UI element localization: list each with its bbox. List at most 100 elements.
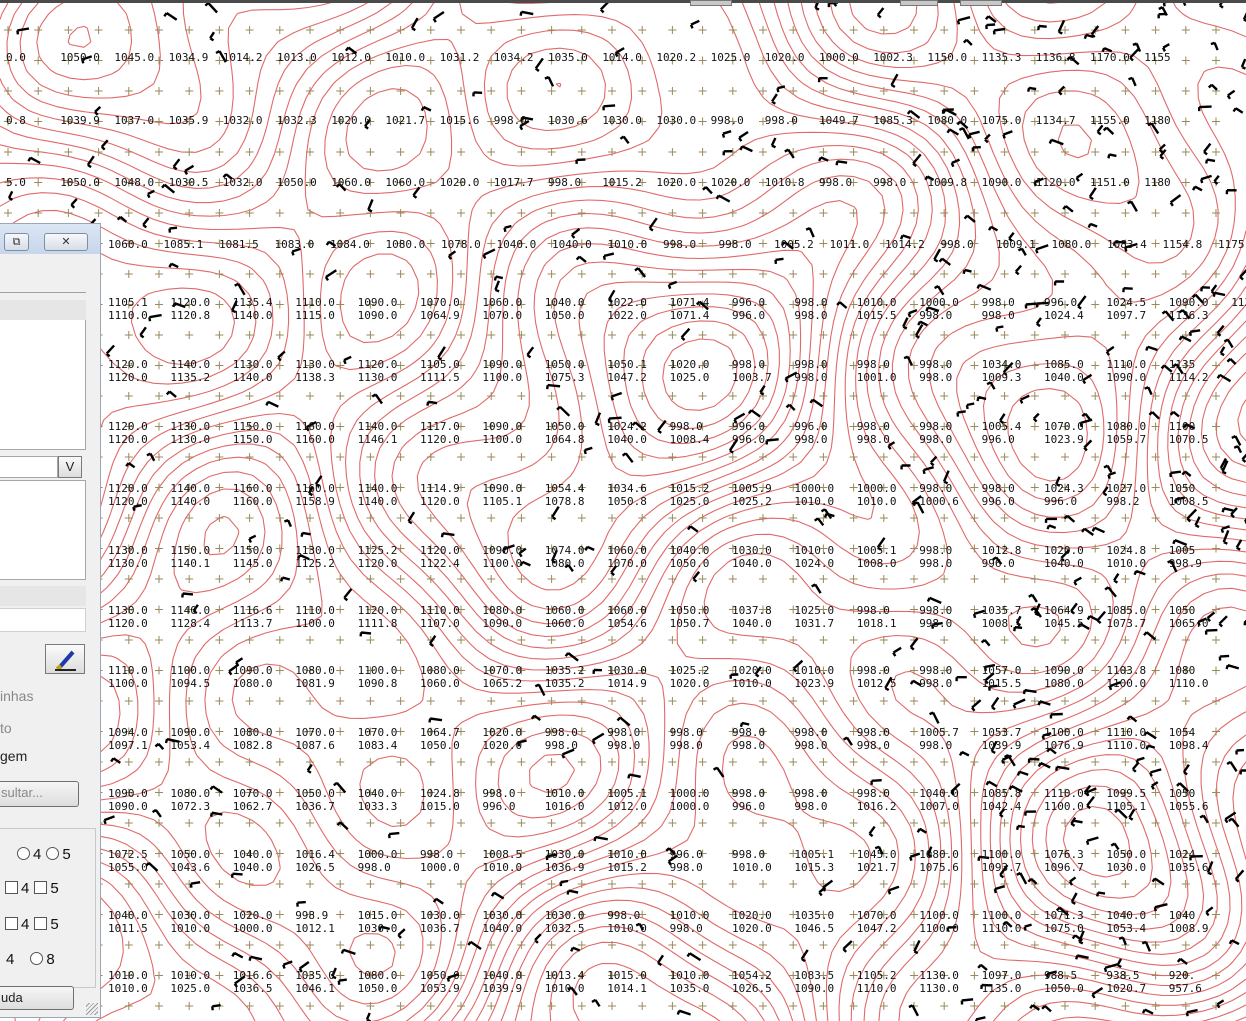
map-value-label: 998.0: [857, 726, 890, 739]
map-value-label: 1021.7: [385, 114, 425, 127]
map-value-label: 1013.4: [545, 969, 585, 982]
text-area[interactable]: [0, 480, 86, 580]
map-value-label: 1020.7: [1106, 982, 1146, 995]
map-value-label: 1050: [1169, 604, 1196, 617]
map-value-label: 998.0: [732, 739, 765, 752]
map-value-label: 996.0: [732, 800, 765, 813]
map-value-label: 1040.0: [919, 787, 959, 800]
option-lines[interactable]: inhas: [0, 688, 34, 704]
dialog-title-bar[interactable]: ⧉ ✕: [0, 224, 100, 254]
map-value-label: 1020.0: [1044, 544, 1084, 557]
map-value-label: 1097.1: [108, 739, 148, 752]
map-value-label: 1025.0: [794, 604, 834, 617]
map-value-label: 1080.0: [233, 677, 273, 690]
map-value-label: 1050.0: [358, 982, 398, 995]
checkbox[interactable]: [5, 881, 18, 894]
map-value-label: 1090.0: [108, 800, 148, 813]
map-value-label: 998.0: [819, 176, 852, 189]
map-value-label: 998.0: [919, 420, 952, 433]
map-value-label: 1146.1: [358, 433, 398, 446]
checkbox[interactable]: [34, 917, 48, 930]
checkbox-label: 5: [50, 880, 59, 897]
map-value-label: 1120.0: [358, 358, 398, 371]
map-value-label: 1030.0: [656, 114, 696, 127]
option-image[interactable]: gem: [0, 748, 28, 764]
map-value-label: 1010.0: [545, 982, 585, 995]
toolbar-tab[interactable]: [900, 0, 938, 6]
toolbar-tab[interactable]: [690, 0, 732, 6]
map-value-label: 998.9: [295, 909, 328, 922]
map-value-label: 1140.0: [170, 604, 210, 617]
map-value-label: 1015.5: [982, 677, 1022, 690]
map-value-label: 1154.8: [1163, 238, 1203, 251]
map-value-label: 1111.5: [420, 371, 460, 384]
map-value-label: 1005.9: [732, 482, 772, 495]
map-value-label: 1130.0: [108, 604, 148, 617]
map-value-label: 1071.4: [670, 309, 710, 322]
close-button[interactable]: ✕: [44, 233, 88, 251]
map-value-label: 1100.0: [482, 371, 522, 384]
restore-button[interactable]: ⧉: [4, 233, 29, 251]
map-value-label: 1049.7: [819, 114, 859, 127]
radio-button[interactable]: [46, 847, 60, 860]
style-field[interactable]: [0, 608, 86, 632]
map-value-label: 1110.0: [295, 296, 335, 309]
map-value-label: 1100.0: [982, 909, 1022, 922]
map-value-label: 957.6: [1169, 982, 1202, 995]
consult-button[interactable]: sultar...: [0, 781, 79, 807]
pen-button[interactable]: [45, 644, 85, 674]
help-button[interactable]: uda: [0, 986, 74, 1010]
checkbox[interactable]: [34, 881, 48, 894]
map-value-label: 1047.2: [857, 922, 897, 935]
map-value-label: 1010.0: [607, 848, 647, 861]
map-value-label: 1110.0: [1106, 358, 1146, 371]
map-value-label: 998.0: [794, 433, 827, 446]
map-value-label: 1020.0: [482, 739, 522, 752]
map-value-label: 1120.0: [1036, 176, 1076, 189]
radio-button[interactable]: [30, 952, 44, 965]
map-value-label: 998.0: [765, 114, 798, 127]
toolbar-tab[interactable]: [960, 0, 1002, 6]
map-value-label: 1099.5: [1106, 787, 1146, 800]
map-value-label: 998.0: [982, 296, 1015, 309]
value-field[interactable]: [0, 456, 58, 478]
map-value-label: 1090.0: [358, 296, 398, 309]
option-point[interactable]: to: [0, 720, 12, 736]
map-value-label: 1083.0: [275, 238, 315, 251]
map-value-label: 1065.2: [482, 677, 522, 690]
map-value-label: 1110.0: [982, 922, 1022, 935]
checkbox[interactable]: [5, 917, 18, 930]
checkbox-label: 4: [21, 916, 30, 933]
map-value-label: 1070.0: [607, 557, 647, 570]
radio-button[interactable]: [17, 847, 30, 860]
map-value-label: 1016.4: [295, 848, 335, 861]
map-value-label: 1008.1: [982, 617, 1022, 630]
map-value-label: 1140.0: [170, 482, 210, 495]
map-value-label: 1093.7: [982, 861, 1022, 874]
map-value-label: 1018.1: [857, 617, 897, 630]
map-value-label: 1030.0: [545, 909, 585, 922]
map-value-label: 1014.1: [607, 982, 647, 995]
map-value-label: 1014.9: [607, 677, 647, 690]
map-value-label: 1030.6: [548, 114, 588, 127]
map-value-label: 1020.0: [765, 51, 805, 64]
map-value-label: 998.9: [1169, 557, 1202, 570]
map-value-label: 1015.5: [857, 309, 897, 322]
map-value-label: 1110.0: [1106, 726, 1146, 739]
map-value-label: 1070.0: [482, 664, 522, 677]
v-button[interactable]: V: [58, 456, 82, 478]
map-value-label: 1081.9: [295, 677, 335, 690]
map-value-label: 1050.0: [277, 176, 317, 189]
map-value-label: 1010.0: [794, 495, 834, 508]
map-value-label: 1040.0: [482, 922, 522, 935]
map-value-label: 1035.2: [545, 677, 585, 690]
map-value-label: 1023.9: [1044, 433, 1084, 446]
list-box[interactable]: [0, 320, 86, 450]
map-value-label: 1090.0: [982, 176, 1022, 189]
map-value-label: 1080.0: [358, 969, 398, 982]
resize-grip-icon[interactable]: [86, 1003, 98, 1015]
map-value-label: 1008.5: [482, 848, 522, 861]
map-value-label: 1100.0: [482, 557, 522, 570]
